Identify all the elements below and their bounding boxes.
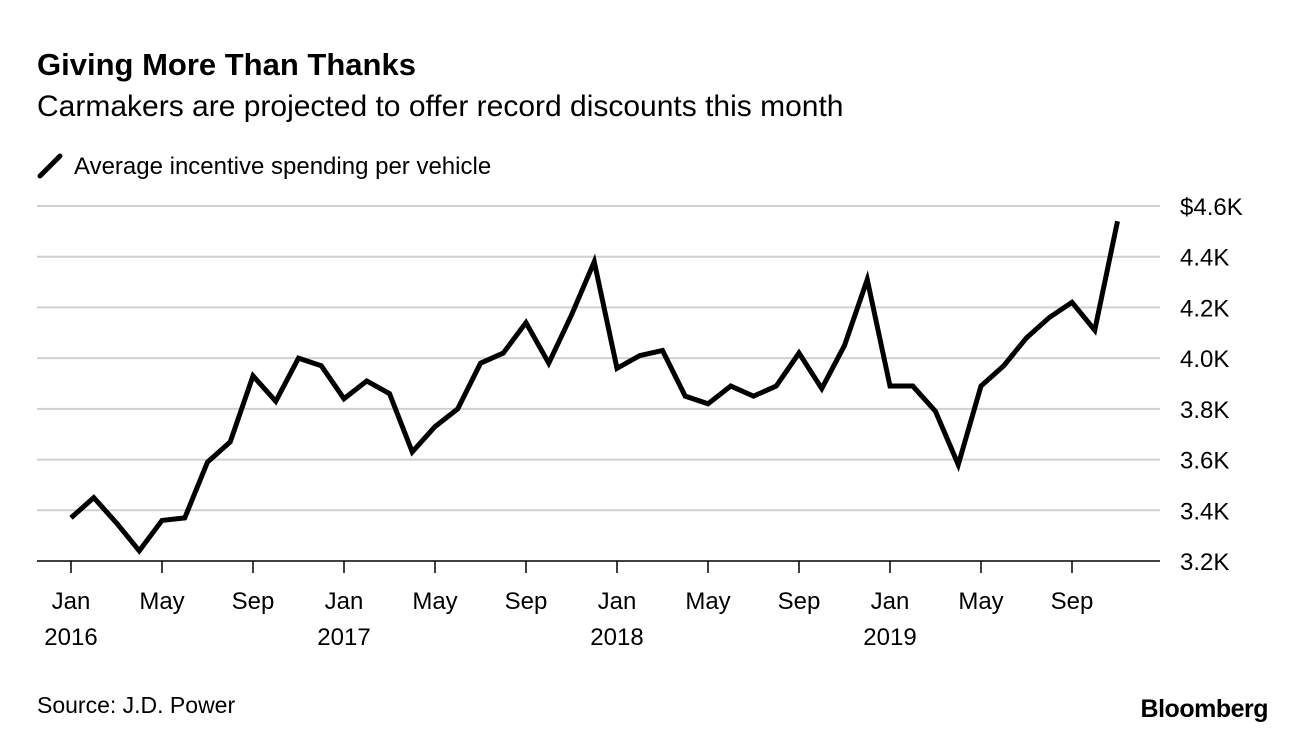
x-tick-label: May [958, 588, 1003, 615]
y-tick-label: 4.2K [1180, 295, 1229, 322]
x-tick-label: Sep [505, 588, 548, 615]
x-tick-label: May [685, 588, 730, 615]
chart-subtitle: Carmakers are projected to offer record … [37, 90, 843, 123]
x-tick-label: Jan 2016 [44, 588, 97, 651]
y-tick-label: 4.0K [1180, 346, 1229, 373]
y-tick-label: 3.8K [1180, 397, 1229, 424]
line-series [69, 220, 1120, 555]
y-tick-label: 3.2K [1180, 549, 1229, 576]
x-tick-label: May [139, 588, 184, 615]
x-tick-label: Jan 2019 [863, 588, 916, 651]
legend-swatch [37, 153, 63, 179]
y-tick-label: 3.6K [1180, 448, 1229, 475]
x-tick-label: May [412, 588, 457, 615]
legend-label: Average incentive spending per vehicle [74, 153, 491, 180]
source-note: Source: J.D. Power [37, 692, 235, 718]
y-tick-label: $4.6K [1180, 194, 1243, 221]
x-tick-label: Jan 2018 [590, 588, 643, 651]
x-tick-label: Jan 2017 [317, 588, 370, 651]
y-tick-label: 3.4K [1180, 498, 1229, 525]
y-tick-label: 4.4K [1180, 245, 1229, 272]
x-tick-label: Sep [778, 588, 821, 615]
brand: Bloomberg [1141, 695, 1268, 723]
x-tick-label: Sep [232, 588, 275, 615]
x-tick-label: Sep [1051, 588, 1094, 615]
chart-title: Giving More Than Thanks [37, 47, 416, 82]
